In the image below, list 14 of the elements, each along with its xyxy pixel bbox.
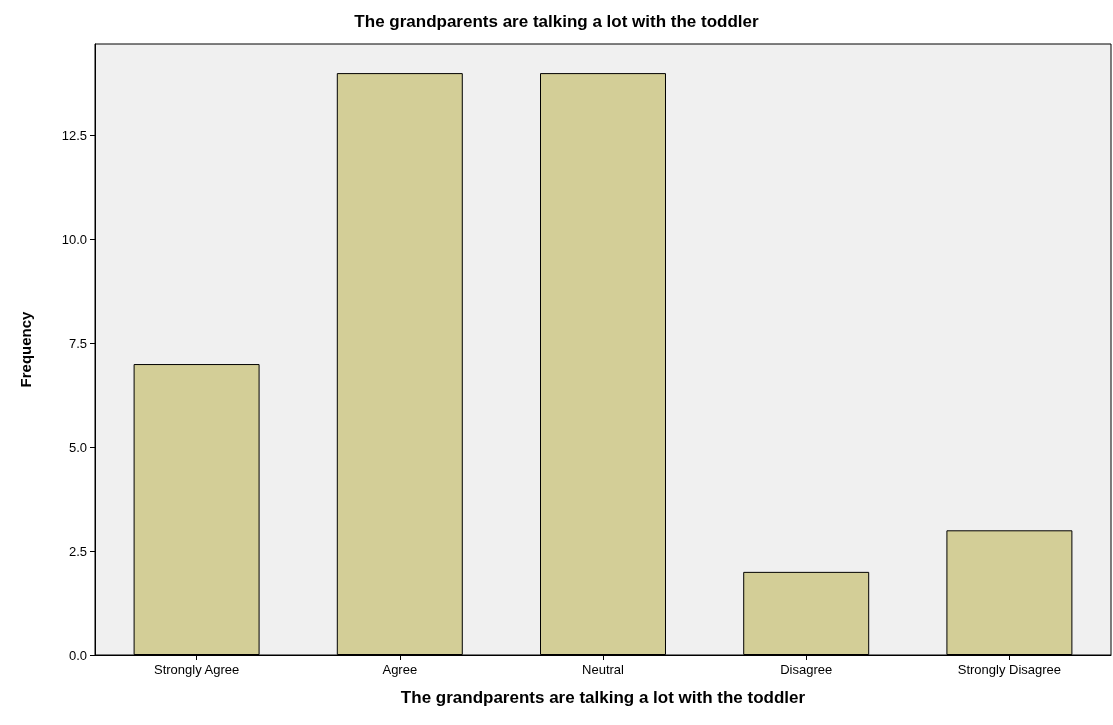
x-tick-label: Neutral	[582, 662, 625, 677]
x-axis-title: The grandparents are talking a lot with the toddler	[400, 688, 806, 707]
chart-title: The grandparents are talking a lot with the toddler	[354, 12, 760, 31]
y-axis-title: Frequency	[17, 310, 34, 388]
y-tick-label: 12.5	[61, 127, 87, 143]
y-tick-label: 2.5	[68, 543, 87, 559]
y-tick-label: 0.0	[68, 647, 87, 663]
x-tick-label: Disagree	[780, 662, 833, 677]
y-tick-label: 7.5	[68, 335, 87, 351]
x-tick-label: Agree	[382, 662, 418, 677]
y-tick-label: 5.0	[68, 439, 87, 455]
y-tick-label: 10.0	[61, 231, 87, 247]
x-tick-label: Strongly Agree	[153, 662, 240, 677]
x-tick-label: Strongly Disagree	[957, 662, 1062, 677]
